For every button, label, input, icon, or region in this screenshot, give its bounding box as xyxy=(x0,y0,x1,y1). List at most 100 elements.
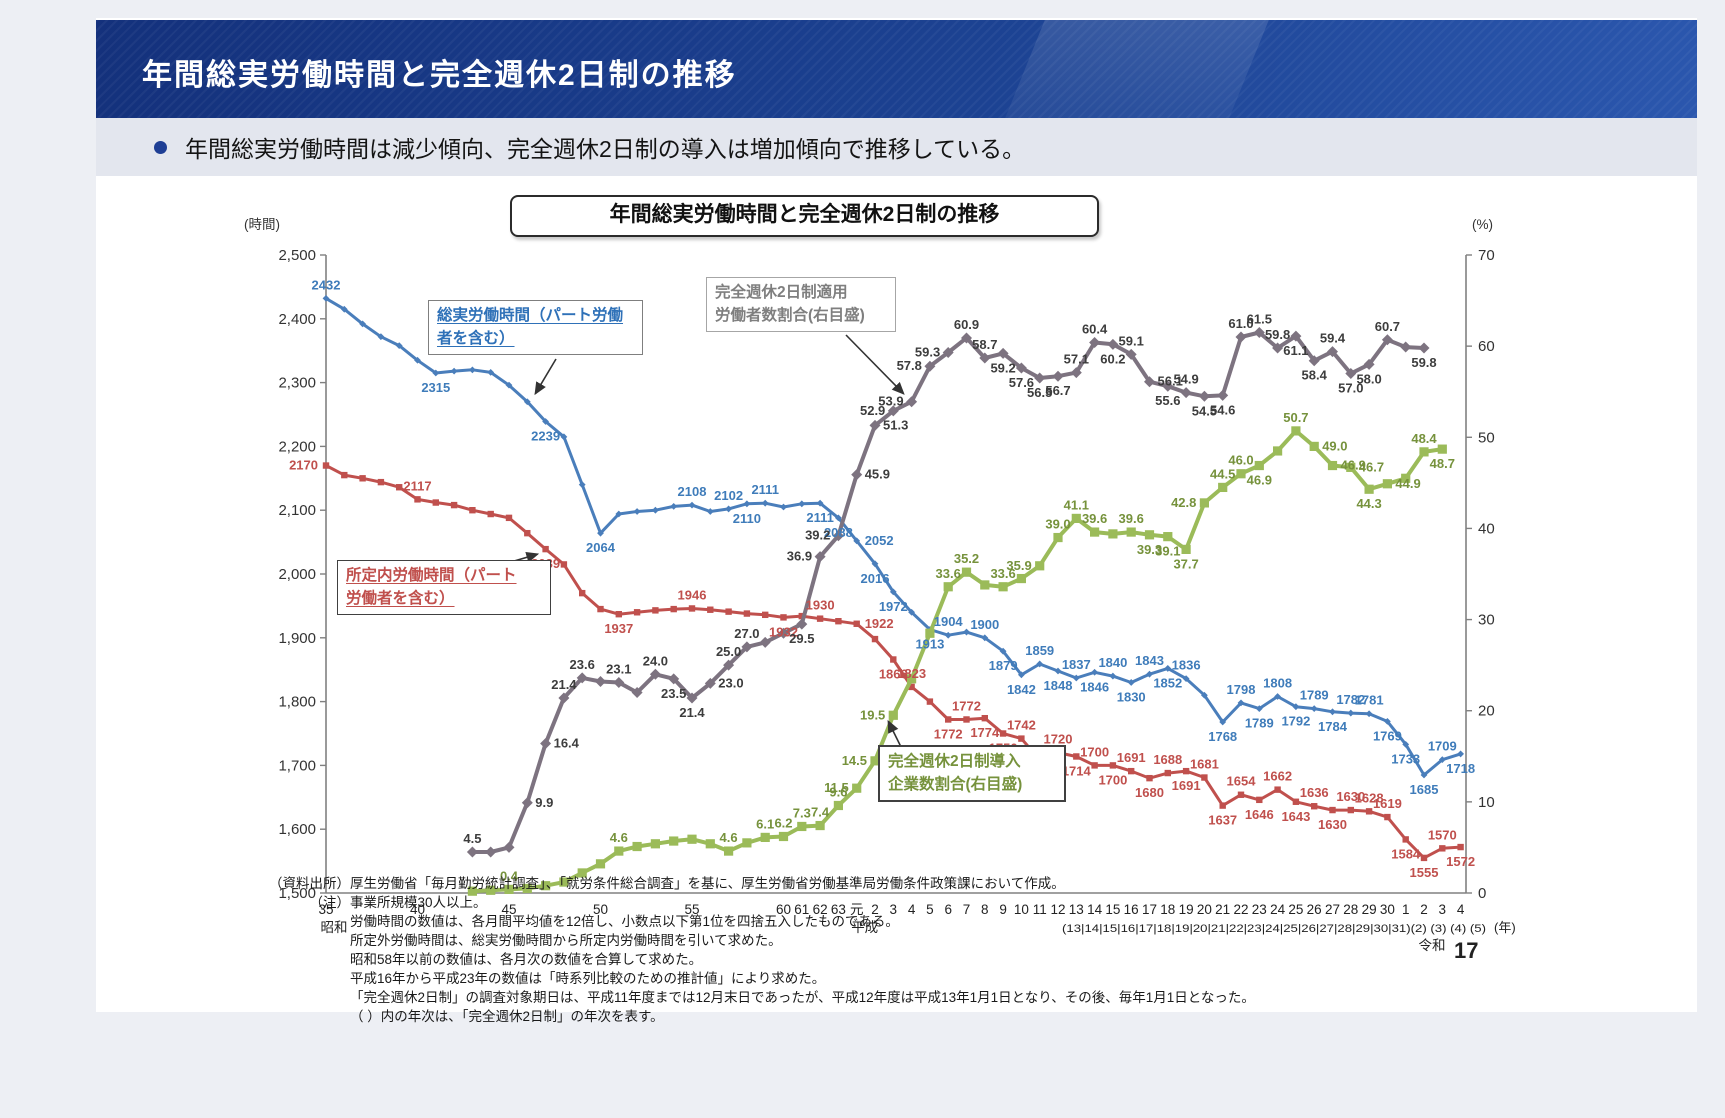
svg-text:55.6: 55.6 xyxy=(1155,393,1180,408)
annotation-total-hours-line1: 総実労働時間（パート労働 xyxy=(437,307,624,324)
svg-text:1792: 1792 xyxy=(1281,714,1310,729)
svg-text:23.5: 23.5 xyxy=(661,686,686,701)
svg-text:9: 9 xyxy=(999,902,1007,917)
page-title: 年間総実労働時間と完全週休2日制の推移 xyxy=(142,59,737,92)
svg-text:57.1: 57.1 xyxy=(1064,352,1089,367)
svg-text:2: 2 xyxy=(871,902,879,917)
svg-text:22: 22 xyxy=(1233,902,1248,917)
svg-text:21.4: 21.4 xyxy=(679,705,705,720)
svg-text:1688: 1688 xyxy=(1153,752,1182,767)
svg-text:1859: 1859 xyxy=(1025,643,1054,658)
svg-text:44.3: 44.3 xyxy=(1356,496,1381,511)
svg-text:1904: 1904 xyxy=(934,614,964,629)
svg-text:48.4: 48.4 xyxy=(1411,431,1437,446)
bullet-icon xyxy=(154,140,167,154)
svg-text:1636: 1636 xyxy=(1300,785,1329,800)
svg-text:2111: 2111 xyxy=(806,510,834,525)
annotation-companies-ratio-line2: 企業数割合(右目盛) xyxy=(888,776,1023,794)
svg-text:7.4: 7.4 xyxy=(811,805,830,820)
svg-text:39.1: 39.1 xyxy=(1155,544,1180,559)
svg-text:4: 4 xyxy=(1457,902,1465,917)
svg-text:1646: 1646 xyxy=(1245,807,1274,822)
svg-text:2,000: 2,000 xyxy=(278,566,316,583)
svg-text:4.6: 4.6 xyxy=(610,830,628,845)
svg-text:1691: 1691 xyxy=(1172,778,1201,793)
note-line: 所定外労働時間は、総実労働時間から所定内労働時間を引いて求めた。 xyxy=(350,933,782,948)
header-banner: 年間総実労働時間と完全週休2日制の推移 xyxy=(96,20,1697,118)
svg-text:4.5: 4.5 xyxy=(463,831,481,846)
svg-text:25: 25 xyxy=(1288,902,1303,917)
svg-text:61.1: 61.1 xyxy=(1283,343,1308,358)
svg-text:9.9: 9.9 xyxy=(535,795,553,810)
svg-text:令和: 令和 xyxy=(1419,938,1446,953)
svg-text:1823: 1823 xyxy=(897,666,926,681)
svg-text:1846: 1846 xyxy=(1080,679,1109,694)
svg-text:33.6: 33.6 xyxy=(990,566,1015,581)
svg-text:40: 40 xyxy=(410,902,425,917)
svg-text:60.7: 60.7 xyxy=(1375,319,1400,334)
svg-text:1782: 1782 xyxy=(1336,692,1365,707)
svg-text:2170: 2170 xyxy=(289,458,318,473)
svg-text:16.4: 16.4 xyxy=(554,736,580,751)
svg-text:1798: 1798 xyxy=(1227,682,1256,697)
note-line: （ ）内の年次は、「完全週休2日制」の年次を表す。 xyxy=(350,1009,664,1024)
svg-text:55: 55 xyxy=(684,902,699,917)
svg-text:61: 61 xyxy=(794,902,809,917)
svg-text:1619: 1619 xyxy=(1373,796,1402,811)
svg-text:20: 20 xyxy=(1478,703,1495,720)
annotation-companies-ratio-line1: 完全週休2日制導入 xyxy=(888,753,1021,770)
svg-text:1768: 1768 xyxy=(1208,729,1237,744)
annotation-scheduled-hours: 所定内労働時間（パート 労働者を含む） xyxy=(337,560,551,615)
svg-text:1930: 1930 xyxy=(806,598,835,613)
svg-text:27.0: 27.0 xyxy=(734,626,759,641)
svg-text:1,900: 1,900 xyxy=(278,630,316,647)
svg-text:5: 5 xyxy=(926,902,934,917)
chart-title: 年間総実労働時間と完全週休2日制の推移 xyxy=(510,195,1099,237)
footnotes: （資料出所） 厚生労働省「毎月勤労統計調査」、「就労条件総合調査」を基に、厚生労… xyxy=(260,874,1560,1026)
svg-text:56.5: 56.5 xyxy=(1027,385,1052,400)
svg-text:1946: 1946 xyxy=(678,587,707,602)
svg-text:10: 10 xyxy=(1478,794,1495,811)
svg-text:2108: 2108 xyxy=(678,484,707,499)
svg-text:2315: 2315 xyxy=(421,380,450,395)
svg-text:6.1: 6.1 xyxy=(756,816,774,831)
svg-text:48.7: 48.7 xyxy=(1430,456,1455,471)
svg-text:29.5: 29.5 xyxy=(789,631,814,646)
annotation-workers-ratio-line2: 労働者数割合(右目盛) xyxy=(715,307,865,325)
svg-text:23.1: 23.1 xyxy=(606,661,631,676)
svg-text:1643: 1643 xyxy=(1281,809,1310,824)
svg-text:60: 60 xyxy=(1478,338,1495,355)
svg-text:1836: 1836 xyxy=(1172,658,1201,673)
svg-text:39.6: 39.6 xyxy=(1082,511,1107,526)
svg-text:7.3: 7.3 xyxy=(793,805,811,820)
svg-text:49.0: 49.0 xyxy=(1322,438,1347,453)
svg-text:39.2: 39.2 xyxy=(805,528,830,543)
svg-text:2,200: 2,200 xyxy=(278,438,316,455)
annotation-workers-ratio-line1: 完全週休2日制適用 xyxy=(715,284,848,301)
svg-text:35.9: 35.9 xyxy=(1006,558,1031,573)
svg-text:1555: 1555 xyxy=(1410,865,1439,880)
svg-text:37.7: 37.7 xyxy=(1173,556,1198,571)
svg-text:59.3: 59.3 xyxy=(915,345,940,360)
svg-text:2052: 2052 xyxy=(865,533,894,548)
svg-text:1808: 1808 xyxy=(1263,675,1292,690)
svg-text:1,500: 1,500 xyxy=(278,885,316,902)
svg-text:41.1: 41.1 xyxy=(1064,497,1089,512)
svg-text:29: 29 xyxy=(1362,902,1377,917)
svg-text:44.9: 44.9 xyxy=(1395,476,1420,491)
svg-text:1789: 1789 xyxy=(1245,716,1274,731)
svg-text:25.0: 25.0 xyxy=(716,644,741,659)
svg-text:14: 14 xyxy=(1087,902,1103,917)
svg-text:1630: 1630 xyxy=(1336,789,1365,804)
svg-text:9.6: 9.6 xyxy=(829,785,847,800)
note-line: 「完全週休2日制」の調査対象期日は、平成11年度までは12月末日であったが、平成… xyxy=(350,990,1255,1005)
svg-text:1700: 1700 xyxy=(1080,744,1109,759)
note-line: 昭和58年以前の数値は、各月次の数値を合算して求めた。 xyxy=(350,952,703,967)
svg-text:56.7: 56.7 xyxy=(1045,383,1070,398)
svg-text:19: 19 xyxy=(1179,902,1194,917)
svg-text:1584: 1584 xyxy=(1391,846,1421,861)
svg-text:1913: 1913 xyxy=(915,637,944,652)
svg-text:54.9: 54.9 xyxy=(1173,372,1198,387)
